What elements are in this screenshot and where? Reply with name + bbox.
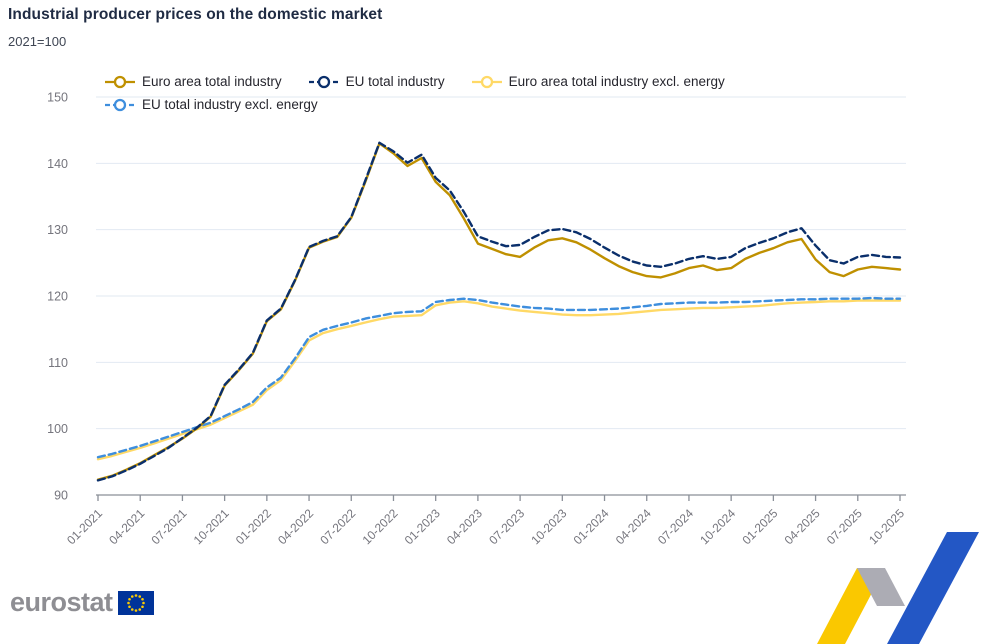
y-axis-tick-label: 140	[47, 157, 68, 171]
y-axis-tick-label: 120	[47, 290, 68, 304]
page-title: Industrial producer prices on the domest…	[8, 6, 383, 23]
flag-star	[127, 604, 131, 608]
flag-star	[130, 607, 134, 611]
y-axis-tick-label: 150	[47, 91, 68, 105]
x-axis-tick-label: 04-2021	[106, 506, 147, 547]
legend-marker-circle	[317, 75, 330, 88]
x-axis-tick-label: 01-2023	[402, 506, 443, 547]
legend-marker-icon	[308, 75, 339, 88]
eurostat-logo[interactable]: eurostat	[10, 589, 154, 616]
eurostat-ribbon-decoration	[817, 532, 979, 644]
y-axis-tick-label: 130	[47, 223, 68, 237]
legend-marker-circle	[113, 75, 127, 88]
legend-item-euro-area-total-industry-excl-energy[interactable]: Euro area total industry excl. energy	[471, 74, 725, 89]
x-axis-tick-label: 04-2024	[613, 506, 654, 547]
x-axis-tick-label: 07-2024	[655, 506, 696, 547]
x-axis-tick-label: 01-2021	[64, 506, 105, 547]
legend-label: Euro area total industry excl. energy	[508, 74, 725, 89]
flag-star	[134, 608, 137, 612]
legend-label: EU total industry excl. energy	[142, 97, 318, 112]
x-axis-tick-label: 10-2021	[191, 506, 232, 547]
legend-item-eu-total-industry[interactable]: EU total industry	[308, 74, 445, 89]
series-line-eu-total-industry-excl-energy	[96, 296, 902, 459]
y-axis-tick-label: 100	[47, 422, 68, 436]
legend-marker-circle	[480, 75, 493, 88]
x-axis-tick-label: 07-2023	[486, 506, 527, 547]
flag-star	[140, 604, 144, 608]
flag-star	[127, 597, 131, 601]
y-axis-labels: 90 100 110 120 130 140 150	[47, 91, 68, 503]
chart-legend: Euro area total industry EU total industr…	[104, 74, 874, 112]
eu-flag-icon	[117, 590, 154, 615]
legend-item-eu-total-industry-excl-energy[interactable]: EU total industry excl. energy	[104, 97, 318, 112]
y-axis-tick-label: 90	[54, 489, 68, 503]
flag-star	[126, 601, 130, 604]
legend-marker-icon	[105, 75, 135, 88]
x-axis-tick-label: 07-2021	[148, 506, 189, 547]
flag-star	[141, 601, 145, 604]
series-line-euro-area-total-industry	[96, 142, 902, 481]
x-axis-tick-label: 04-2022	[275, 506, 316, 547]
series-line-eu-total-industry	[96, 141, 902, 482]
eurostat-wordmark: eurostat	[10, 587, 113, 617]
x-axis-tick-label: 07-2022	[317, 506, 358, 547]
legend-marker-icon	[105, 98, 135, 111]
series-line-euro-area-total-industry-excl-energy	[96, 299, 902, 461]
gridlines	[96, 96, 906, 430]
legend-marker-circle	[113, 98, 127, 111]
x-axis-tick-label: 10-2022	[360, 506, 401, 547]
y-axis-tick-label: 110	[48, 356, 68, 370]
flag-star	[134, 593, 137, 597]
x-axis-tick-label: 01-2024	[571, 506, 612, 547]
legend-label: EU total industry	[345, 74, 445, 89]
x-axis: 01-2021 04-2021 07-2021 10-2021 01-2022 04-20…	[64, 494, 907, 547]
x-axis-tick-label: 01-2022	[233, 506, 274, 547]
x-axis-tick-label: 04-2023	[444, 506, 485, 547]
flag-star	[130, 594, 134, 598]
flag-star	[137, 607, 141, 611]
x-axis-tick-label: 10-2024	[697, 506, 738, 547]
flag-star	[137, 594, 141, 598]
x-axis-tick-label: 01-2025	[739, 506, 780, 547]
chart-subtitle: 2021=100	[8, 34, 67, 49]
legend-item-euro-area-total-industry[interactable]: Euro area total industry	[104, 74, 282, 89]
x-axis-tick-label: 10-2023	[528, 506, 569, 547]
series-lines	[96, 141, 902, 482]
flag-star	[140, 597, 144, 601]
legend-label: Euro area total industry	[142, 74, 282, 89]
legend-marker-icon	[471, 75, 502, 88]
